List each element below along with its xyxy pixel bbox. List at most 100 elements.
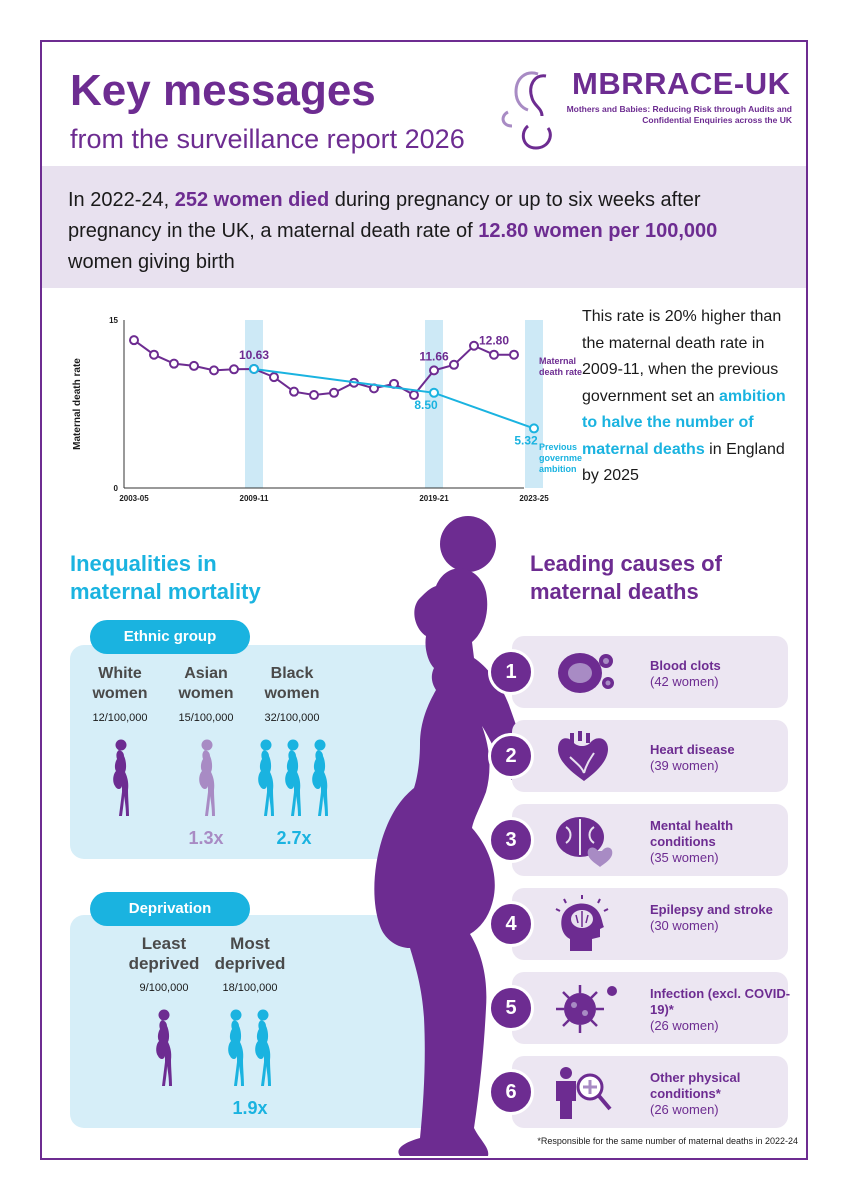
cause-label-3: Mental health conditions (35 women) <box>650 818 798 866</box>
blood-clot-icon <box>558 653 614 693</box>
ambition-highlight: ambition to halve the number of maternal… <box>582 387 786 458</box>
cause-card-1 <box>512 636 788 708</box>
most-deprived-multiplier: 1.9x <box>232 1098 268 1118</box>
cause-label-6: Other physical conditions* (26 women) <box>650 1070 798 1118</box>
mbrrace-logo: MBRRACE-UK Mothers and Babies: Reducing … <box>501 56 798 156</box>
pregnant-woman-silhouette-icon <box>374 516 531 1156</box>
cause-name-1: Blood clots <box>650 658 721 673</box>
data-point <box>429 387 439 398</box>
series-legend-label: government <box>539 453 582 463</box>
magnifier-person-icon <box>556 1067 612 1119</box>
causes-title-line1: Leading causes of <box>530 551 722 576</box>
data-point <box>309 390 319 401</box>
x-tick-label: 2003-05 <box>119 494 149 503</box>
highlight-period-bar <box>425 320 443 488</box>
pregnant-woman-icon <box>107 738 133 818</box>
intro-deaths-highlight: 252 women died <box>174 189 330 211</box>
data-label: 12.80 <box>479 334 509 348</box>
data-label: 8.50 <box>414 398 438 412</box>
group-black-label: Black women <box>254 664 330 704</box>
data-point <box>209 365 219 376</box>
maternal-death-rate-chart: 0 15 Maternal death rate 2003-05 2009-11 2019… <box>72 316 582 503</box>
data-point <box>189 360 199 371</box>
most-deprived-line1: Most <box>230 934 270 953</box>
most-deprived-rate: 18/100,000 <box>222 982 278 994</box>
least-deprived-line2: deprived <box>128 954 200 973</box>
data-point <box>329 387 339 398</box>
series-legend-label: Maternal <box>539 356 576 366</box>
series-legend-label: Previous <box>539 442 577 452</box>
intro-banner: In 2022-24, 252 women died during pregna… <box>42 166 806 288</box>
data-point <box>429 365 439 376</box>
highlight-period-bar <box>525 320 543 488</box>
causes-title-line2: maternal deaths <box>530 579 699 604</box>
data-point <box>249 363 259 374</box>
rate-comparison-text: This rate is 20% higher than the materna… <box>582 304 802 490</box>
group-most-deprived-label: Most deprived <box>206 934 294 974</box>
y-tick-label: 15 <box>109 316 118 325</box>
cause-count-2: (39 women) <box>650 758 719 773</box>
causes-title: Leading causes of maternal deaths <box>530 550 722 606</box>
page-subtitle: from the surveillance report 2026 <box>70 124 465 154</box>
least-deprived-line1: Least <box>141 934 187 953</box>
cause-count-6: (26 women) <box>650 1102 719 1117</box>
data-point <box>269 372 279 383</box>
group-asian-rate: 15/100,000 <box>178 712 234 724</box>
intro-text-1: In 2022-24, <box>68 189 175 211</box>
heart-icon <box>558 731 608 781</box>
series-line <box>253 367 535 430</box>
side-text-2: in England by 2025 <box>582 440 785 485</box>
cause-card-2 <box>512 720 788 792</box>
data-point <box>129 335 139 346</box>
group-black-rate: 32/100,000 <box>264 712 320 724</box>
data-point <box>169 358 179 369</box>
data-point <box>489 349 499 360</box>
data-point <box>509 349 519 360</box>
x-tick-label: 2009-11 <box>240 494 269 503</box>
cause-count-3: (35 women) <box>650 850 719 865</box>
head-brain-icon <box>555 895 609 951</box>
pregnant-woman-icon <box>150 1008 176 1088</box>
infographic-frame: Key messages from the surveillance repor… <box>40 40 808 1160</box>
cause-label-1: Blood clots (42 women) <box>650 658 798 690</box>
side-text-1: This rate is 20% higher than the materna… <box>582 308 782 405</box>
pregnant-woman-icon <box>249 1008 275 1088</box>
data-point <box>229 364 239 375</box>
cause-count-1: (42 women) <box>650 674 719 689</box>
group-white-line1: White <box>98 665 142 682</box>
data-point <box>149 349 159 360</box>
x-tick-label: 2023-25 <box>519 494 549 503</box>
pregnant-woman-icon <box>279 738 305 818</box>
data-label: 5.32 <box>514 433 538 447</box>
y-axis-label: Maternal death rate <box>72 358 83 450</box>
group-least-deprived-label: Least deprived <box>122 934 206 974</box>
cause-count-5: (26 women) <box>650 1018 719 1033</box>
group-asian-line2: women <box>178 685 234 702</box>
pregnant-woman-icon <box>193 738 219 818</box>
cause-number-1: 1 <box>488 649 534 695</box>
inequalities-title: Inequalities in maternal mortality <box>70 550 261 606</box>
x-tick-label: 2019-21 <box>419 494 449 503</box>
cause-card-4 <box>512 888 788 960</box>
cause-name-4: Epilepsy and stroke <box>650 902 773 917</box>
group-black-line2: women <box>264 685 320 702</box>
data-point <box>449 359 459 370</box>
logo-tagline: Mothers and Babies: Reducing Risk throug… <box>566 104 792 125</box>
intro-text-2: during pregnancy or up to six weeks afte… <box>68 189 701 242</box>
footnote: *Responsible for the same number of mate… <box>537 1136 798 1146</box>
data-point <box>289 386 299 397</box>
cause-number-2: 2 <box>488 733 534 779</box>
group-white-line2: women <box>92 685 148 702</box>
intro-text-3: women giving birth <box>68 251 235 273</box>
cause-number-4: 4 <box>488 901 534 947</box>
pregnant-woman-icon <box>222 1008 248 1088</box>
group-black-line1: Black <box>270 665 314 682</box>
cause-number-3: 3 <box>488 817 534 863</box>
cause-name-6: Other physical conditions* <box>650 1070 741 1101</box>
intro-rate-highlight: 12.80 women per 100,000 <box>478 220 718 242</box>
deprivation-panel <box>70 915 470 1128</box>
cause-label-5: Infection (excl. COVID-19)* (26 women) <box>650 986 798 1034</box>
page-title: Key messages <box>70 66 376 115</box>
data-point <box>529 423 539 434</box>
cause-name-2: Heart disease <box>650 742 735 757</box>
